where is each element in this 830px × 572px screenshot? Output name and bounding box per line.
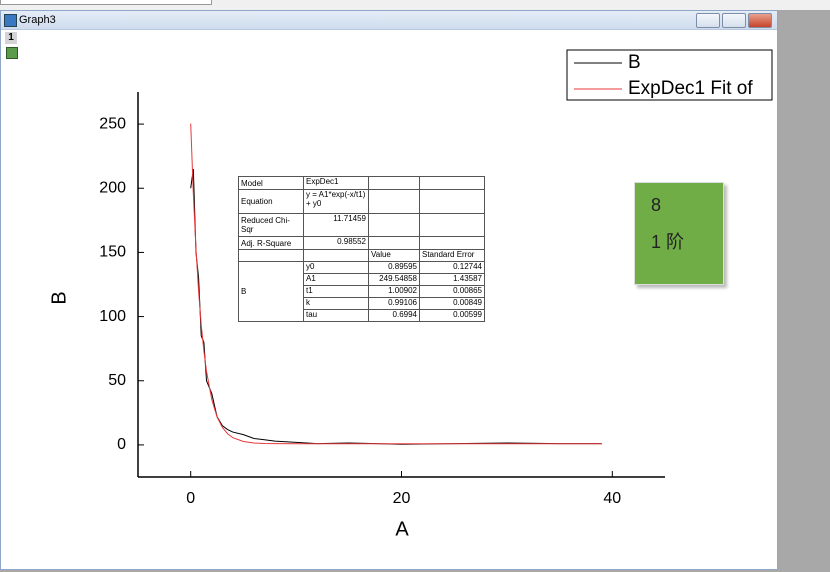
table-cell: k [303,297,369,310]
toolbar-strip [0,0,830,10]
table-cell: 1.43587 [419,273,485,286]
layer-indicator[interactable]: 1 [5,32,17,44]
window-title: Graph3 [19,14,56,26]
table-cell: Standard Error [419,249,485,262]
table-cell: 11.71459 [303,213,369,237]
table-cell [419,213,485,237]
table-cell [368,176,420,190]
table-cell: Reduced Chi-Sqr [238,213,304,237]
table-row: Adj. R-Square 0.98552 [238,236,485,250]
table-cell [419,236,485,250]
table-cell [368,213,420,237]
note-box: 8 1 阶 [634,182,724,285]
table-cell: 0.12744 [419,261,485,274]
y-tick-label: 200 [99,179,126,196]
table-cell: 0.00599 [419,309,485,322]
table-cell: Value [368,249,420,262]
series-line [190,123,602,445]
y-axis-label: B [48,291,70,304]
table-cell: Equation [238,189,304,214]
title-bar: Graph3 [1,11,777,30]
y-tick-label: 100 [99,308,126,325]
x-axis-label: A [395,518,409,540]
close-button[interactable] [748,13,772,28]
note-text: 8 [651,195,662,215]
table-cell: 0.00849 [419,297,485,310]
table-cell: 0.6994 [368,309,420,322]
y-tick-label: 250 [99,115,126,132]
table-row: Model ExpDec1 [238,176,485,190]
y-tick-label: 0 [117,436,126,453]
table-cell: y = A1*exp(-x/t1) + y0 [303,189,369,214]
table-cell: ExpDec1 [303,176,369,190]
table-row: t1 1.00902 0.00865 [239,285,485,298]
table-cell: t1 [303,285,369,298]
table-row: Equation y = A1*exp(-x/t1) + y0 [238,189,485,214]
table-cell: Adj. R-Square [238,236,304,250]
table-row: tau 0.6994 0.00599 [239,309,485,322]
legend-label: B [628,52,641,73]
table-cell: 1.00902 [368,285,420,298]
table-cell: 249.54858 [368,273,420,286]
x-tick-label: 40 [603,490,621,507]
table-row: k 0.99106 0.00849 [239,297,485,310]
lock-icon[interactable] [6,47,18,59]
table-cell [419,189,485,214]
legend-label: ExpDec1 Fit of [628,78,753,99]
maximize-button[interactable] [722,13,746,28]
table-cell: 0.99106 [368,297,420,310]
note-text: 1 阶 [651,232,685,252]
x-tick-label: 20 [393,490,411,507]
y-tick-label: 150 [99,244,126,261]
table-cell: 0.00865 [419,285,485,298]
table-cell [368,236,420,250]
minimize-button[interactable] [696,13,720,28]
table-cell [238,249,304,262]
table-row: Reduced Chi-Sqr 11.71459 [238,213,485,237]
x-tick-label: 0 [186,490,195,507]
table-cell: 0.89595 [368,261,420,274]
table-row: Value Standard Error [238,249,485,262]
table-cell: B [238,261,304,322]
table-cell: 0.98552 [303,236,369,250]
fit-table: Model ExpDec1 Equation y = A1*exp(-x/t1) + … [238,176,485,322]
table-cell [419,176,485,190]
table-cell: tau [303,309,369,322]
table-cell [303,249,369,262]
table-cell: Model [238,176,304,190]
table-cell [368,189,420,214]
table-cell: y0 [303,261,369,274]
y-tick-label: 50 [108,372,126,389]
table-cell: A1 [303,273,369,286]
